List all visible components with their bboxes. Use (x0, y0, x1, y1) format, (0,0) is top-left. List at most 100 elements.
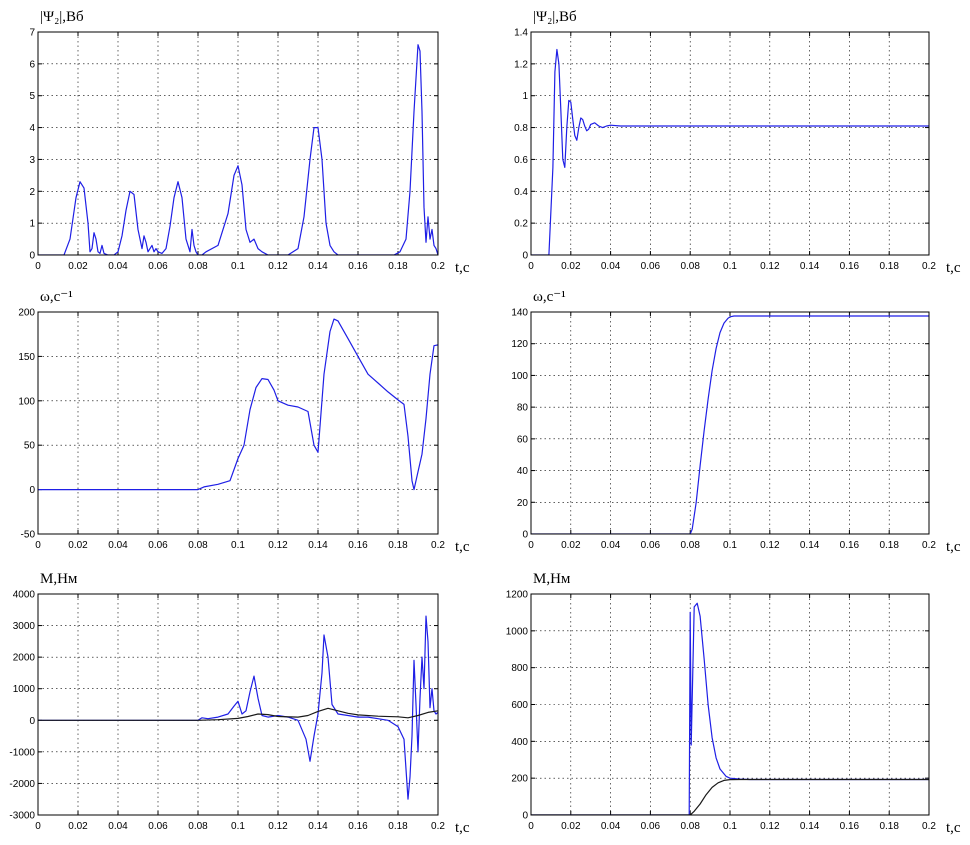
y-axis-label: |Ψ₂|,Вб (533, 9, 577, 25)
x-tick-label: 0.14 (800, 540, 820, 551)
y-tick-label: 150 (18, 352, 35, 363)
x-tick-label: 0.16 (348, 821, 368, 832)
x-tick-label: 0.04 (601, 821, 621, 832)
x-tick-label: 0.08 (188, 540, 208, 551)
x-tick-label: 0.18 (879, 540, 899, 551)
x-tick-label: 0.14 (308, 821, 328, 832)
y-tick-label: 200 (18, 308, 35, 319)
y-tick-label: 20 (517, 498, 529, 509)
x-axis-label: t,c (946, 539, 961, 555)
x-tick-label: 0.02 (561, 540, 581, 551)
x-tick-label: 0.1 (723, 821, 737, 832)
x-tick-label: 0.2 (431, 540, 445, 551)
y-tick-label: 0 (29, 485, 35, 496)
x-tick-label: 0.12 (268, 540, 288, 551)
x-axis-label: t,c (455, 539, 470, 555)
x-tick-label: 0.06 (148, 540, 168, 551)
x-tick-label: 0 (528, 261, 534, 272)
x-tick-label: 0.08 (680, 261, 700, 272)
x-tick-label: 0.02 (561, 261, 581, 272)
y-tick-label: 0 (522, 251, 528, 262)
plot-frame (530, 311, 930, 535)
x-tick-label: 0.08 (188, 821, 208, 832)
y-tick-label: -50 (21, 530, 36, 541)
x-tick-label: 0.1 (723, 540, 737, 551)
series-line-blue (531, 48, 929, 255)
x-tick-label: 0.12 (268, 261, 288, 272)
x-tick-label: 0.2 (922, 261, 936, 272)
x-axis-label: t,c (455, 820, 470, 836)
x-tick-label: 0.04 (108, 261, 128, 272)
y-tick-label: 1.2 (514, 59, 528, 70)
x-tick-label: 0.16 (348, 261, 368, 272)
x-tick-label: 0.06 (148, 261, 168, 272)
x-tick-label: 0.14 (308, 540, 328, 551)
x-tick-label: 0.12 (760, 261, 780, 272)
y-tick-label: 0 (522, 811, 528, 822)
y-tick-label: 100 (511, 371, 528, 382)
chart-panel-4: 0 0.02 0.04 0.06 0.08 0.1 0.12 0.14 0.16 0.18 0.2 0… (511, 289, 961, 555)
x-tick-label: 0.04 (108, 821, 128, 832)
y-tick-label: 1200 (506, 590, 529, 601)
x-tick-label: 0.16 (840, 821, 860, 832)
x-tick-label: 0.18 (388, 540, 408, 551)
x-tick-label: 0.2 (922, 821, 936, 832)
x-tick-label: 0.18 (879, 261, 899, 272)
x-tick-label: 0.14 (308, 261, 328, 272)
y-tick-label: 4000 (13, 590, 36, 601)
plot-frame (37, 31, 439, 256)
plot-frame (37, 311, 439, 535)
chart-panel-2: 0 0.02 0.04 0.06 0.08 0.1 0.12 0.14 0.16 0.18 0.2 0… (514, 9, 961, 276)
x-tick-label: 0.2 (431, 821, 445, 832)
y-tick-label: 5 (29, 91, 35, 102)
x-tick-label: 0.1 (231, 540, 245, 551)
y-tick-label: 40 (517, 466, 529, 477)
y-tick-label: 800 (511, 663, 528, 674)
x-tick-label: 0.14 (800, 821, 820, 832)
x-axis-label: t,c (455, 260, 470, 276)
series-line-blue (531, 315, 929, 534)
x-axis-label: t,c (946, 260, 961, 276)
series-line-black (38, 707, 438, 721)
x-tick-label: 0.16 (840, 261, 860, 272)
y-tick-label: 200 (511, 774, 528, 785)
y-tick-label: 0.2 (514, 219, 528, 230)
x-tick-label: 0.08 (680, 821, 700, 832)
x-tick-label: 0.04 (601, 261, 621, 272)
y-axis-label: |Ψ₂|,Вб (40, 9, 84, 25)
y-tick-label: 2 (29, 187, 35, 198)
y-tick-label: 1 (522, 91, 528, 102)
y-tick-label: 400 (511, 737, 528, 748)
y-tick-label: 1000 (506, 626, 529, 637)
plot-frame (37, 593, 439, 816)
x-tick-label: 0.2 (431, 261, 445, 272)
x-tick-label: 0.02 (68, 540, 88, 551)
y-tick-label: 0 (29, 716, 35, 727)
y-tick-label: 4 (29, 123, 35, 134)
x-tick-label: 0 (35, 540, 41, 551)
x-tick-label: 0.12 (760, 540, 780, 551)
x-tick-label: 0.06 (641, 261, 661, 272)
y-tick-label: 1000 (13, 684, 36, 695)
x-tick-label: 0 (35, 261, 41, 272)
y-axis-label: ω,с⁻¹ (533, 289, 566, 305)
y-tick-label: 3000 (13, 621, 36, 632)
x-tick-label: 0.02 (68, 821, 88, 832)
x-tick-label: 0.18 (879, 821, 899, 832)
x-tick-label: 0.06 (641, 821, 661, 832)
y-tick-label: 6 (29, 59, 35, 70)
chart-panel-1: 0 0.02 0.04 0.06 0.08 0.1 0.12 0.14 0.16 0.18 0.2 0… (29, 9, 469, 276)
x-tick-label: 0.1 (723, 261, 737, 272)
chart-panel-5: 0 0.02 0.04 0.06 0.08 0.1 0.12 0.14 0.16 0.18 0.2 -… (9, 571, 469, 836)
y-tick-label: 600 (511, 700, 528, 711)
y-axis-label: M,Нм (40, 571, 78, 587)
y-tick-label: -3000 (9, 811, 35, 822)
y-tick-label: 0.6 (514, 155, 528, 166)
chart-panel-3: 0 0.02 0.04 0.06 0.08 0.1 0.12 0.14 0.16 0.18 0.2 -… (18, 289, 470, 555)
x-tick-label: 0.16 (840, 540, 860, 551)
y-tick-label: 2000 (13, 653, 36, 664)
y-axis-label: M,Нм (533, 571, 571, 587)
x-tick-label: 0.02 (68, 261, 88, 272)
x-tick-label: 0.18 (388, 261, 408, 272)
